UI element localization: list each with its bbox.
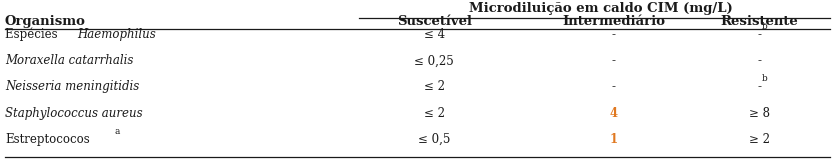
Text: b: b bbox=[762, 22, 767, 31]
Text: Suscetível: Suscetível bbox=[397, 15, 472, 28]
Text: -: - bbox=[611, 81, 615, 93]
Text: ≥ 2: ≥ 2 bbox=[749, 133, 770, 146]
Text: Moraxella catarrhalis: Moraxella catarrhalis bbox=[5, 54, 134, 67]
Text: Staphylococcus aureus: Staphylococcus aureus bbox=[5, 107, 143, 120]
Text: a: a bbox=[114, 126, 119, 135]
Text: ≤ 0,5: ≤ 0,5 bbox=[418, 133, 450, 146]
Text: 1: 1 bbox=[610, 133, 617, 146]
Text: ≤ 2: ≤ 2 bbox=[423, 81, 445, 93]
Text: Resistente: Resistente bbox=[721, 15, 798, 28]
Text: -: - bbox=[611, 28, 615, 41]
Text: ≤ 4: ≤ 4 bbox=[423, 28, 445, 41]
Text: -: - bbox=[757, 54, 762, 67]
Text: Microdiluição em caldo CIM (mg/L): Microdiluição em caldo CIM (mg/L) bbox=[469, 2, 733, 15]
Text: Espécies: Espécies bbox=[5, 28, 61, 42]
Text: ≥ 8: ≥ 8 bbox=[749, 107, 770, 120]
Text: Estreptococos: Estreptococos bbox=[5, 133, 89, 146]
Text: Intermediário: Intermediário bbox=[562, 15, 665, 28]
Text: ≤ 2: ≤ 2 bbox=[423, 107, 445, 120]
Text: 4: 4 bbox=[610, 107, 617, 120]
Text: ≤ 0,25: ≤ 0,25 bbox=[414, 54, 454, 67]
Text: b: b bbox=[762, 74, 767, 83]
Text: -: - bbox=[757, 28, 762, 41]
Text: -: - bbox=[611, 54, 615, 67]
Text: Neisseria meningitidis: Neisseria meningitidis bbox=[5, 81, 139, 93]
Text: Organismo: Organismo bbox=[5, 15, 86, 28]
Text: Haemophilus: Haemophilus bbox=[78, 28, 156, 41]
Text: -: - bbox=[757, 81, 762, 93]
